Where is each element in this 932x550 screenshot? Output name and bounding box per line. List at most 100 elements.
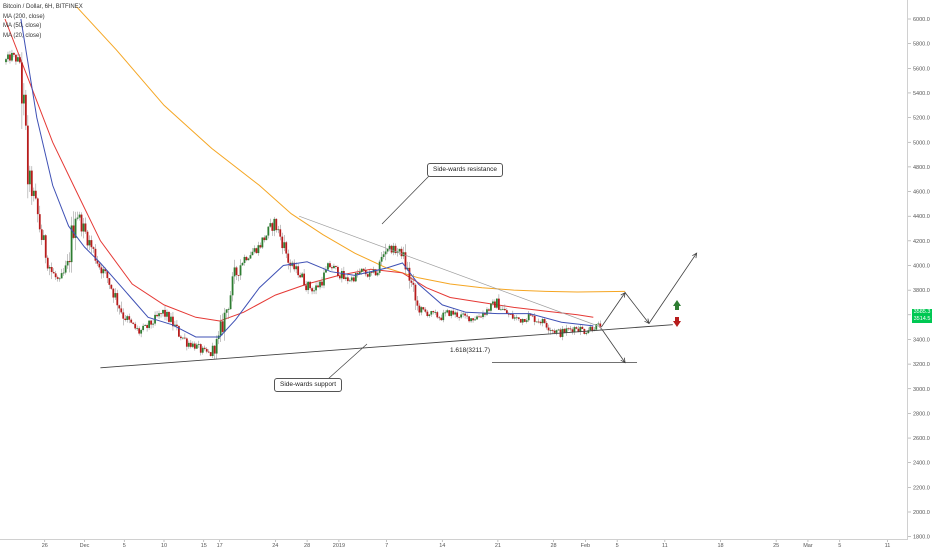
x-tick-label: 15 (201, 543, 207, 549)
candle-body (521, 319, 524, 323)
candle-body (321, 281, 323, 286)
candle-body (257, 245, 260, 254)
candle-body (247, 258, 250, 261)
candle-body (517, 317, 520, 319)
candle-body (374, 269, 377, 276)
candle-body (466, 315, 468, 317)
candle-body (60, 273, 63, 279)
candle-body (460, 314, 463, 318)
x-tick-label: 10 (161, 543, 167, 549)
y-tick-label: 3400.0 (913, 337, 930, 343)
candle-body (44, 235, 47, 258)
candle-body (434, 312, 437, 313)
candle-body (400, 248, 403, 257)
candle-body (420, 307, 423, 313)
candle-body (488, 309, 490, 311)
candle-body (539, 321, 542, 324)
resistance-trendline[interactable] (299, 215, 602, 328)
candle-body (499, 309, 502, 311)
candle-body (527, 314, 530, 321)
candle-body (162, 309, 164, 314)
candle-body (203, 347, 206, 349)
candle-body (183, 337, 186, 339)
resistance-callout[interactable]: Side-wards resistance (427, 163, 503, 177)
legend-ma200[interactable]: MA (200, close) (3, 13, 45, 20)
candle-body (551, 330, 554, 331)
candle-body (22, 94, 25, 104)
legend-ma50[interactable]: MA (50, close) (3, 23, 42, 29)
candle-body (478, 316, 480, 318)
candle-body (78, 214, 81, 218)
candle-body (549, 330, 552, 331)
candle-body (36, 198, 39, 215)
candle-body (191, 343, 194, 347)
candle-body (158, 313, 160, 317)
candle-body (132, 322, 135, 324)
countdown-price-badge: 3514.5 (912, 316, 932, 323)
candle-body (555, 330, 558, 333)
candle-body (484, 313, 486, 315)
candle-body (414, 284, 417, 301)
candle-body (88, 240, 91, 246)
candle-body (189, 342, 192, 347)
candle-body (24, 94, 27, 126)
candle-body (98, 263, 101, 268)
candle-body (496, 298, 498, 308)
support-trendline[interactable] (100, 324, 673, 369)
candle-body (577, 328, 580, 332)
time-axis[interactable]: 1926Dec5101517242820197142128Feb5111825M… (0, 540, 890, 549)
x-tick-label: 26 (42, 543, 48, 549)
candle-body (245, 256, 248, 261)
legend-symbol[interactable]: Bitcoin / Dollar, 6H, BITFINEX (3, 4, 83, 10)
candle-body (56, 277, 59, 279)
candle-body (144, 325, 147, 326)
candle-body (523, 319, 526, 322)
candle-body (329, 263, 331, 268)
legend-ma20[interactable]: MA (20, close) (3, 32, 42, 39)
x-tick-label: 28 (550, 543, 556, 549)
y-tick-label: 4800.0 (913, 165, 930, 171)
price-axis[interactable]: 6000.0 5800.0 5600.0 5400.0 5200.0 5000.0 4800… (908, 17, 930, 541)
candle-body (444, 312, 447, 314)
candle-body (585, 332, 588, 334)
candle-body (140, 330, 143, 334)
candle-body (34, 190, 37, 199)
candle-body (464, 313, 467, 316)
projection-path[interactable] (600, 252, 697, 328)
candle-body (313, 290, 315, 292)
candle-body (209, 352, 212, 357)
x-tick-label: 7 (385, 543, 388, 549)
candle-body (172, 316, 174, 327)
candle-body (553, 330, 556, 333)
candle-body (410, 280, 413, 283)
x-tick-label: 11 (662, 543, 668, 549)
candle-body (319, 281, 321, 288)
candle-body (17, 57, 19, 62)
candle-body (20, 62, 23, 104)
candle-body (197, 344, 200, 345)
y-tick-label: 5400.0 (913, 91, 930, 97)
support-callout[interactable]: Side-wards support (274, 378, 342, 392)
candle-body (84, 223, 87, 232)
candle-body (360, 268, 363, 272)
candle-body (426, 311, 429, 316)
candle-body (440, 317, 443, 321)
candle-body (72, 225, 75, 238)
candle-body (287, 253, 290, 263)
candle-body (305, 285, 308, 291)
candle-body (503, 308, 506, 311)
candle-body (376, 272, 379, 276)
candle-body (187, 342, 190, 347)
candle-body (9, 54, 11, 61)
candle-body (166, 311, 168, 317)
candle-body (299, 275, 302, 278)
y-tick-label: 4600.0 (913, 190, 930, 196)
candle-body (199, 344, 202, 353)
candle-body (412, 282, 415, 285)
candle-body (331, 267, 333, 269)
candle-body (76, 217, 79, 219)
fib-projection-arrow[interactable] (600, 328, 626, 363)
candle-body (599, 323, 602, 328)
candle-body (442, 312, 445, 321)
